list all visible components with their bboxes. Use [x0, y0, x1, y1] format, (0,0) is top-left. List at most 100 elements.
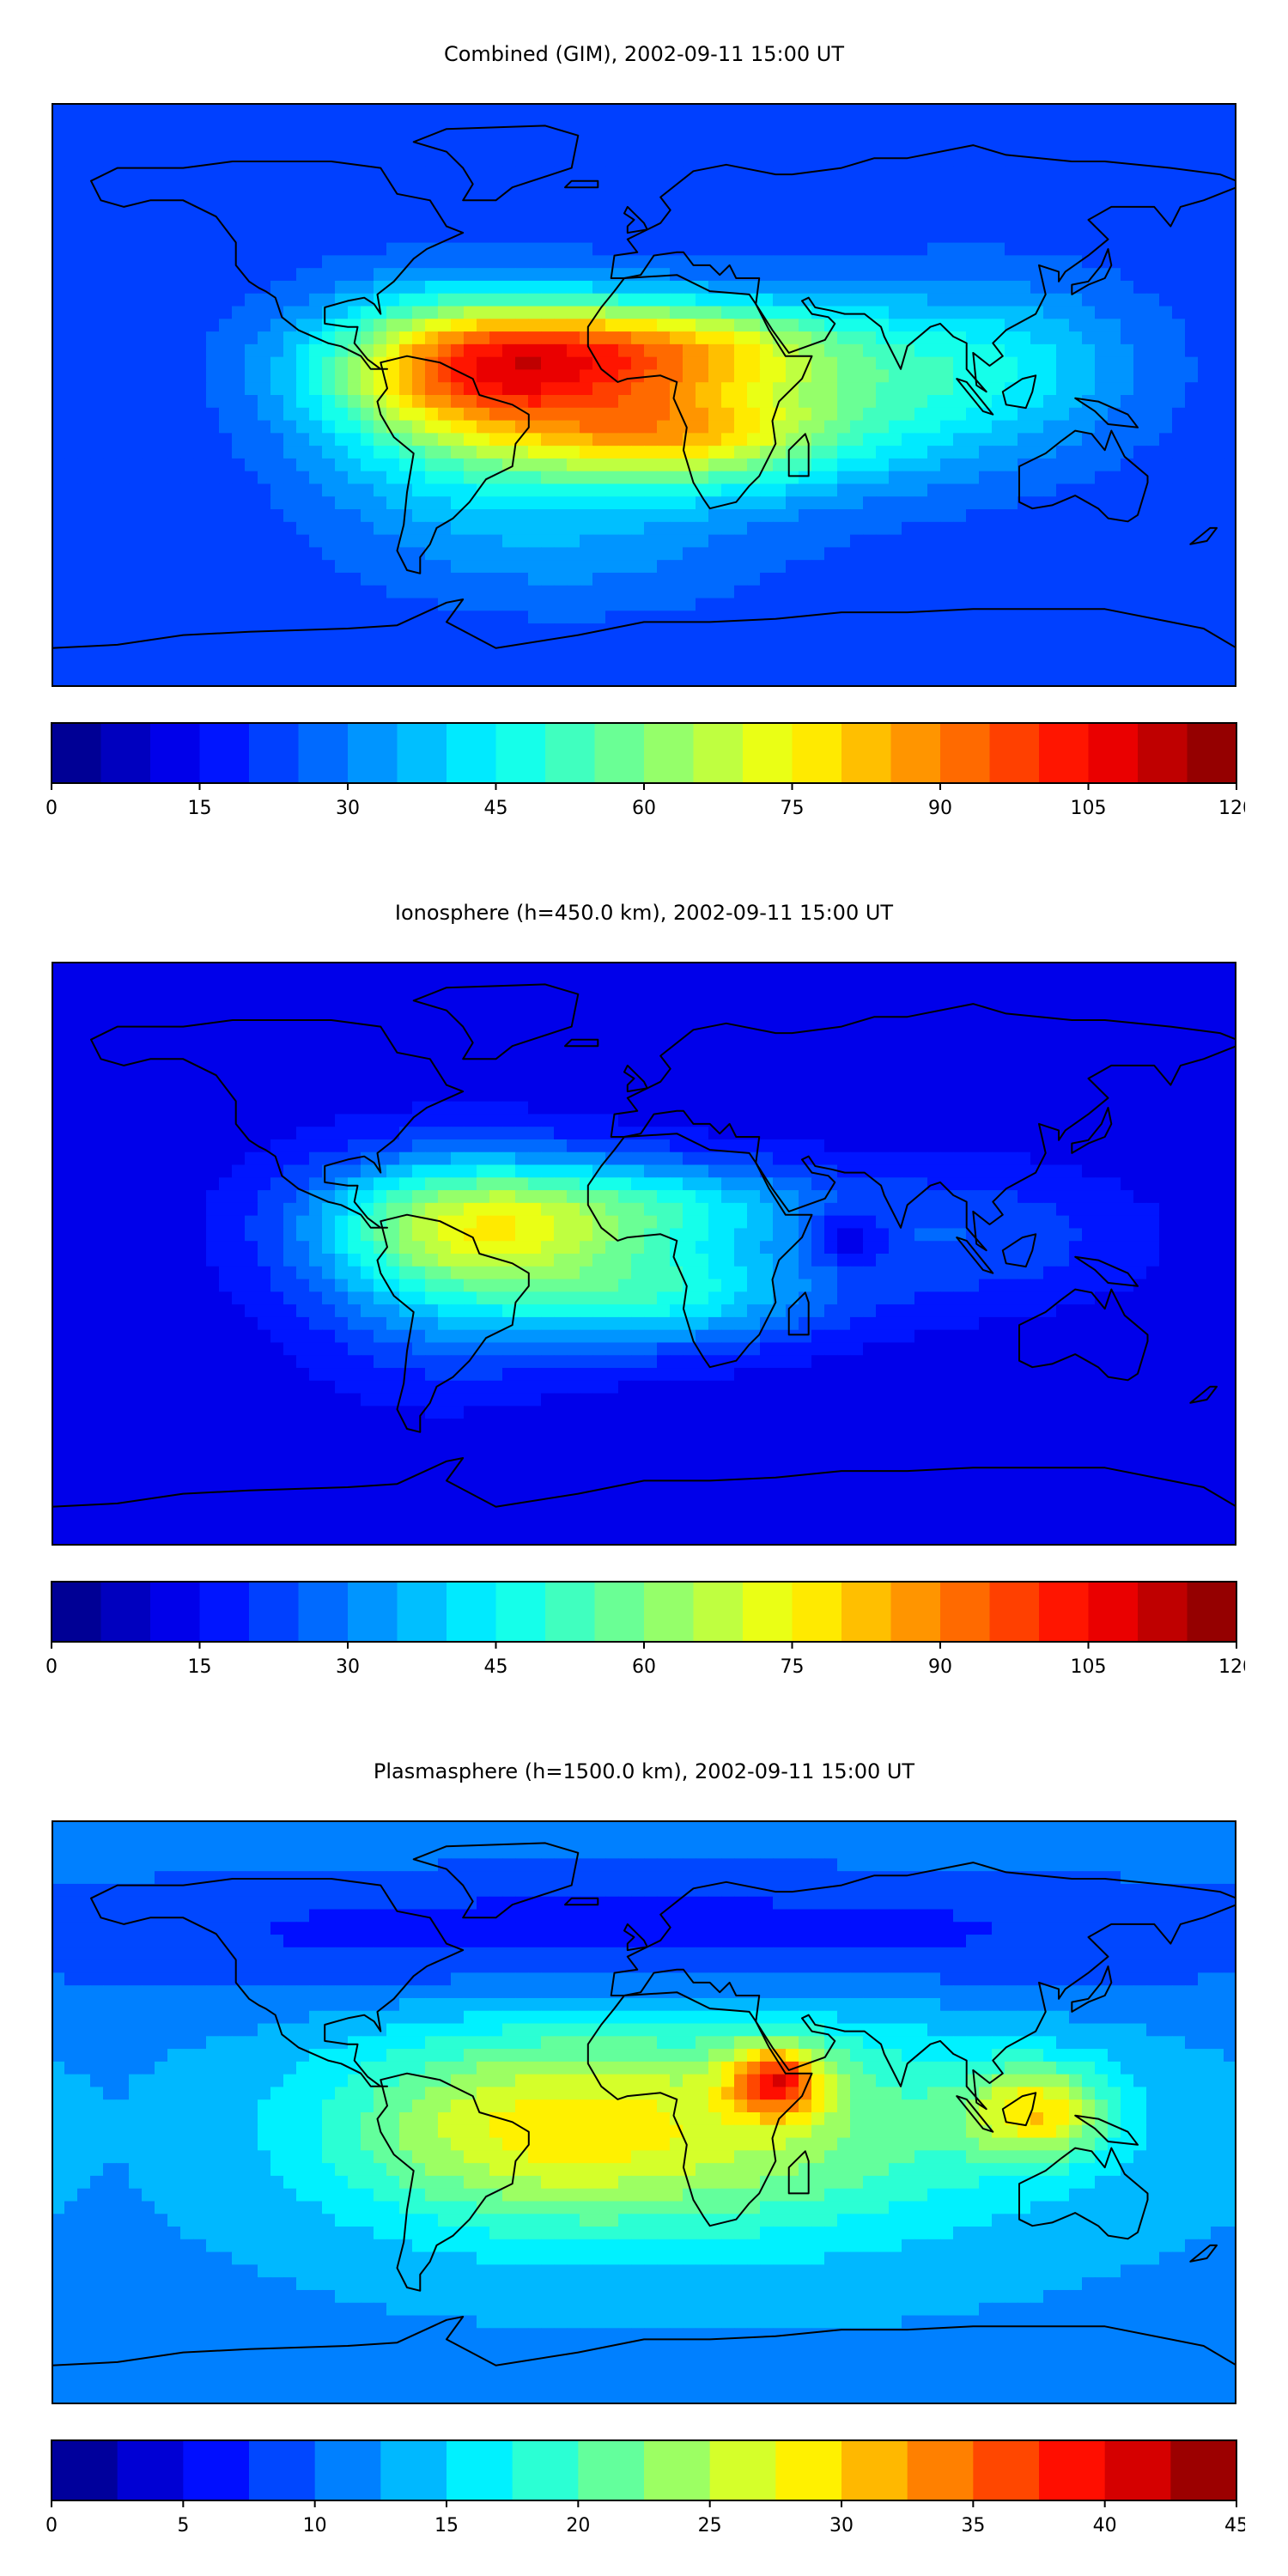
- field-cell: [760, 356, 774, 371]
- field-cell: [1005, 496, 1018, 510]
- field-cell: [180, 458, 194, 472]
- field-cell: [1172, 103, 1186, 117]
- field-cell: [760, 382, 774, 396]
- field-cell: [1211, 433, 1224, 447]
- field-cell: [773, 661, 787, 675]
- field-cell: [1133, 521, 1147, 536]
- field-cell: [1121, 217, 1134, 231]
- field-cell: [374, 255, 387, 269]
- field-cell: [142, 648, 155, 663]
- field-cell: [914, 509, 928, 523]
- field-cell: [644, 598, 658, 611]
- field-cell: [927, 407, 941, 422]
- field-cell: [245, 166, 258, 180]
- field-cell: [1005, 166, 1018, 180]
- field-cell: [1069, 547, 1083, 561]
- field-cell: [129, 974, 143, 988]
- field-cell: [386, 103, 400, 117]
- field-cell: [567, 166, 580, 180]
- field-cell: [644, 560, 658, 574]
- field-cell: [837, 255, 851, 269]
- field-cell: [283, 217, 297, 231]
- field-cell: [206, 166, 220, 180]
- field-cell: [889, 611, 902, 624]
- field-cell: [270, 407, 284, 422]
- field-cell: [863, 433, 877, 447]
- field-cell: [412, 420, 426, 434]
- field-cell: [1056, 598, 1070, 611]
- field-cell: [696, 661, 709, 675]
- coastline-sumatra: [956, 378, 994, 416]
- field-cell: [219, 343, 233, 358]
- field-cell: [966, 521, 980, 536]
- field-cell: [206, 648, 220, 663]
- field-cell: [1056, 547, 1070, 561]
- field-cell: [1133, 319, 1147, 332]
- field-cell: [1185, 648, 1199, 663]
- field-cell: [335, 521, 349, 536]
- field-cell: [657, 356, 671, 371]
- field-cell: [438, 458, 452, 472]
- field-cell: [734, 661, 748, 675]
- field-cell: [992, 306, 1005, 319]
- field-cell: [953, 268, 967, 282]
- field-cell: [361, 1012, 374, 1026]
- field-cell: [799, 999, 812, 1013]
- field-cell: [193, 280, 207, 295]
- field-cell: [425, 395, 439, 409]
- field-cell: [361, 999, 374, 1013]
- field-cell: [1133, 547, 1147, 561]
- field-cell: [1198, 395, 1212, 409]
- field-cell: [786, 407, 799, 422]
- field-cell: [1224, 534, 1236, 548]
- field-cell: [592, 115, 606, 130]
- field-cell: [52, 141, 65, 155]
- field-cell: [696, 674, 709, 687]
- field-cell: [296, 356, 310, 371]
- field-cell: [77, 572, 91, 586]
- field-cell: [1224, 560, 1236, 574]
- field-cell: [1185, 217, 1199, 231]
- field-cell: [696, 471, 709, 485]
- field-cell: [889, 648, 902, 663]
- field-cell: [1121, 458, 1134, 472]
- field-cell: [721, 674, 735, 687]
- field-cell: [670, 987, 683, 1000]
- field-cell: [1121, 623, 1134, 637]
- field-cell: [167, 999, 181, 1013]
- field-cell: [747, 471, 761, 485]
- field-cell: [296, 166, 310, 180]
- field-cell: [1056, 420, 1070, 434]
- field-cell: [528, 1024, 542, 1039]
- field-cell: [77, 369, 91, 383]
- field-cell: [348, 585, 361, 599]
- field-cell: [52, 319, 65, 332]
- field-cell: [670, 496, 683, 510]
- field-cell: [824, 446, 838, 459]
- field-cell: [992, 974, 1005, 988]
- field-cell: [296, 154, 310, 167]
- field-cell: [206, 471, 220, 485]
- field-cell: [451, 974, 465, 988]
- field-cell: [683, 496, 696, 510]
- field-cell: [232, 471, 246, 485]
- field-cell: [992, 509, 1005, 523]
- field-cell: [361, 987, 374, 1000]
- field-cell: [1224, 648, 1236, 663]
- field-cell: [876, 1012, 890, 1026]
- field-cell: [502, 483, 516, 497]
- coastline-iceland: [564, 179, 599, 189]
- field-cell: [927, 496, 941, 510]
- field-cell: [528, 319, 542, 332]
- field-cell: [129, 1050, 143, 1064]
- field-cell: [683, 974, 696, 988]
- field-cell: [335, 356, 349, 371]
- field-cell: [1224, 319, 1236, 332]
- field-cell: [708, 648, 722, 663]
- field-cell: [837, 471, 851, 485]
- field-cell: [167, 534, 181, 548]
- field-cell: [541, 458, 555, 472]
- field-cell: [1159, 446, 1173, 459]
- field-cell: [1108, 987, 1121, 1000]
- field-cell: [64, 611, 78, 624]
